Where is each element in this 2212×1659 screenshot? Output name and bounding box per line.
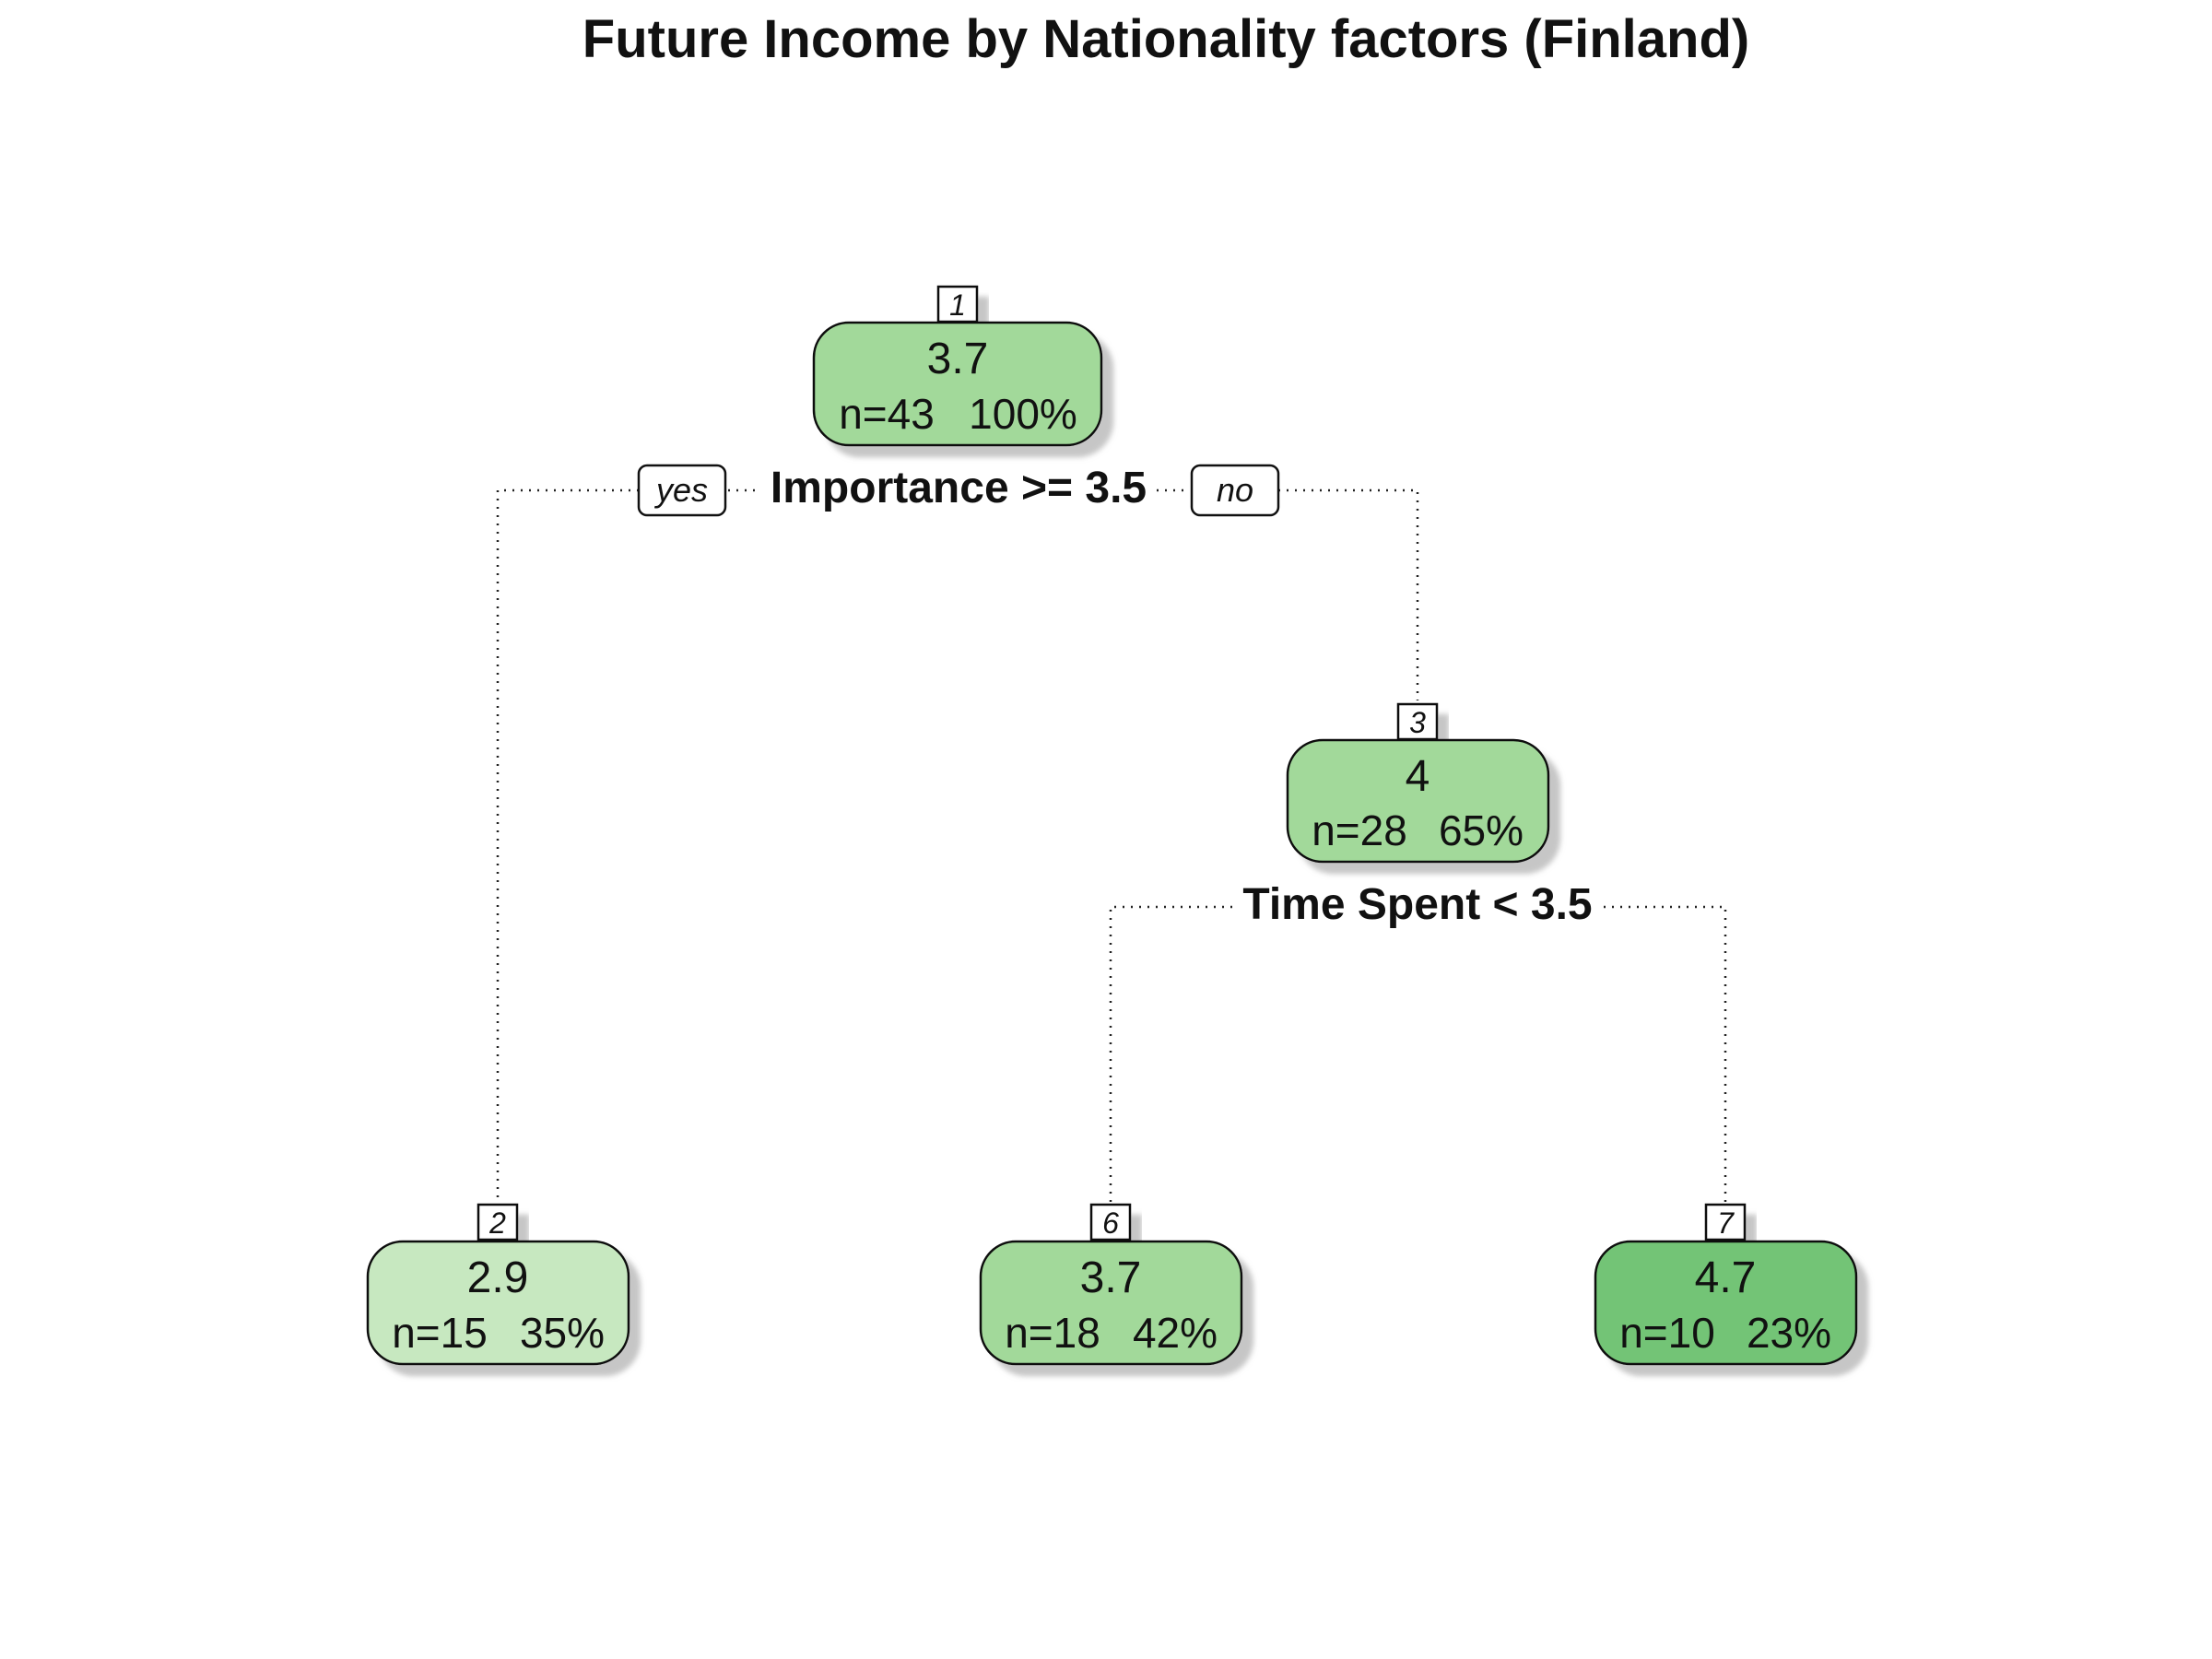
node-count: n=18 — [1005, 1309, 1100, 1357]
node-count: n=43 — [839, 390, 935, 438]
node-box — [812, 321, 1103, 447]
node-index-box — [477, 1203, 519, 1241]
split-label-time-spent: Time Spent < 3.5 — [1242, 880, 1592, 929]
edge-3-to-7 — [1604, 905, 1727, 1204]
node-index-box — [936, 285, 979, 324]
node-index-box — [1704, 1203, 1747, 1241]
node-percent: 35% — [520, 1309, 605, 1357]
tree-node-1: 1 3.7 n=43 100% — [812, 285, 1103, 447]
node-value: 2.9 — [467, 1253, 529, 1302]
node-index: 1 — [949, 288, 966, 322]
tree-node-3: 3 4 n=28 65% — [1286, 702, 1550, 864]
node-value: 3.7 — [1080, 1253, 1142, 1302]
split-label-importance: Importance >= 3.5 — [771, 464, 1147, 512]
tree-node-7: 7 4.7 n=10 23% — [1594, 1203, 1858, 1366]
node-percent: 65% — [1439, 806, 1524, 854]
node-index-box — [1396, 702, 1439, 741]
node-index: 7 — [1717, 1206, 1735, 1240]
edge-1-to-3 — [1278, 488, 1419, 700]
node-index-box — [1089, 1203, 1132, 1241]
node-box — [366, 1240, 630, 1366]
node-percent: 100% — [969, 390, 1077, 438]
chart-title: Future Income by Nationality factors (Fi… — [582, 9, 1749, 69]
node-index: 3 — [1409, 706, 1426, 739]
node-box — [1594, 1240, 1858, 1366]
edge-1-to-2 — [496, 488, 639, 1204]
no-tag-label: no — [1217, 471, 1253, 509]
node-box — [979, 1240, 1243, 1366]
yes-tag-label: yes — [653, 471, 708, 509]
node-percent: 42% — [1133, 1309, 1218, 1357]
node-count: n=15 — [392, 1309, 488, 1357]
tree-edges — [496, 488, 1727, 1204]
no-tag — [1190, 464, 1280, 517]
node-index: 6 — [1102, 1206, 1119, 1240]
yes-tag — [637, 464, 727, 517]
node-percent: 23% — [1747, 1309, 1831, 1357]
node-index: 2 — [488, 1206, 506, 1240]
node-value: 3.7 — [927, 335, 989, 383]
node-count: n=10 — [1619, 1309, 1715, 1357]
tree-node-2: 2 2.9 n=15 35% — [366, 1203, 630, 1366]
edge-3-to-6 — [1109, 905, 1232, 1204]
node-count: n=28 — [1312, 806, 1407, 854]
tree-node-6: 6 3.7 n=18 42% — [979, 1203, 1243, 1366]
node-box — [1286, 738, 1550, 864]
node-value: 4.7 — [1695, 1253, 1757, 1302]
node-value: 4 — [1406, 752, 1430, 801]
split-root: yes Importance >= 3.5 no — [637, 464, 1280, 517]
split-node-3: Time Spent < 3.5 — [1242, 880, 1592, 929]
